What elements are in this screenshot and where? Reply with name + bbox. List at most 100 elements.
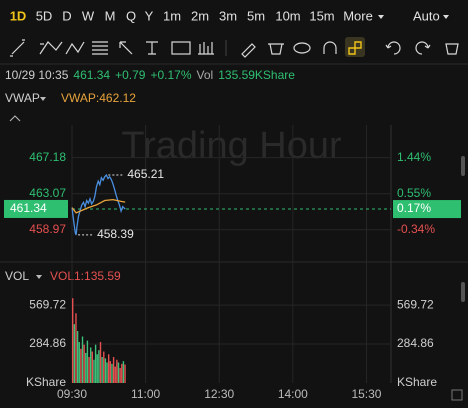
tool-label[interactable] xyxy=(171,41,191,55)
scroll-handle[interactable] xyxy=(461,156,465,176)
tool-arrow[interactable] xyxy=(119,41,133,55)
timeframe[interactable]: More xyxy=(343,8,373,23)
scale-mode[interactable]: Auto xyxy=(413,8,440,23)
volume-bar xyxy=(83,344,85,383)
vwap-legend: VWAP:462.12 xyxy=(61,91,136,105)
volume-bar xyxy=(94,344,97,383)
y2-tick-label: 284.86 xyxy=(397,336,434,350)
volume-bar xyxy=(76,331,79,383)
tool-redo[interactable] xyxy=(415,41,431,55)
y-tick-label: 467.18 xyxy=(29,150,66,164)
volume-bar xyxy=(121,363,123,383)
scroll-handle[interactable] xyxy=(461,282,465,302)
timeframe[interactable]: 2m xyxy=(191,8,209,23)
timeframe[interactable]: W xyxy=(82,8,95,23)
volume-bar xyxy=(104,358,107,383)
tool-magnet[interactable] xyxy=(323,41,337,54)
last-pct-box xyxy=(393,200,461,219)
timeframe[interactable]: 10m xyxy=(275,8,300,23)
volume-bar xyxy=(78,341,80,383)
last-price-label: 461.34 xyxy=(10,201,47,215)
unit-label: KShare xyxy=(26,375,66,389)
tool-fib[interactable] xyxy=(92,41,108,55)
quote-volume: 135.59KShare xyxy=(218,68,295,82)
price-line xyxy=(71,173,126,236)
volume-bar xyxy=(106,362,108,383)
volume-bar xyxy=(109,361,112,383)
tool-pattern[interactable] xyxy=(65,41,85,55)
last-pct-label: 0.17% xyxy=(397,201,431,215)
volume-bar xyxy=(73,324,76,383)
y2-tick-label: -0.34% xyxy=(397,222,435,236)
timeframe[interactable]: Y xyxy=(145,8,154,23)
volume-bar xyxy=(89,347,92,383)
y-tick-label: 458.97 xyxy=(29,222,66,236)
tool-trend[interactable] xyxy=(39,41,63,55)
quote-time: 10/29 10:35 xyxy=(5,68,69,82)
tool-line[interactable] xyxy=(10,39,25,57)
volume-bar xyxy=(119,367,121,383)
volume-bar xyxy=(99,341,102,383)
x-tick-label: 11:00 xyxy=(131,387,160,401)
quote-change: +0.79 xyxy=(115,68,146,82)
y-tick-label: 569.72 xyxy=(29,297,66,311)
volume-bar xyxy=(88,357,90,383)
timeframe[interactable]: 3m xyxy=(219,8,237,23)
volume-bar xyxy=(96,354,98,383)
volume-bar xyxy=(111,363,113,383)
volume-bar xyxy=(93,359,95,383)
dropdown-caret[interactable] xyxy=(36,275,42,279)
y-tick-label: 284.86 xyxy=(29,336,66,350)
volume-bar xyxy=(124,364,126,383)
x-tick-label: 12:30 xyxy=(204,387,234,401)
quote-change-pct: +0.17% xyxy=(150,68,191,82)
timeframe[interactable]: D xyxy=(62,8,71,23)
tool-delete[interactable] xyxy=(268,43,284,55)
volume-bar xyxy=(80,348,82,383)
tool-text[interactable] xyxy=(146,41,158,55)
settings-icon[interactable] xyxy=(451,389,463,401)
x-tick-label: 15:30 xyxy=(351,387,381,401)
tool-link[interactable] xyxy=(348,41,362,55)
x-tick-label: 14:00 xyxy=(278,387,308,401)
annotation-label: 458.39 xyxy=(97,227,134,241)
vwap-line xyxy=(71,198,126,214)
vol-legend: VOL1:135.59 xyxy=(50,269,121,283)
dropdown-caret[interactable] xyxy=(40,97,46,101)
vwap-indicator[interactable]: VWAP xyxy=(5,91,40,105)
timeframe[interactable]: 1D xyxy=(10,8,27,23)
y2-tick-label: 0.55% xyxy=(397,186,431,200)
quote-price: 461.34 xyxy=(73,68,110,82)
timeframe[interactable]: Q xyxy=(126,8,136,23)
volume-bar xyxy=(122,361,125,383)
dropdown-caret[interactable] xyxy=(443,15,449,19)
volume-bar xyxy=(103,351,105,383)
tool-clear[interactable] xyxy=(445,43,459,55)
collapse-icon[interactable] xyxy=(9,115,21,122)
timeframe[interactable]: 5m xyxy=(247,8,265,23)
unit-label: KShare xyxy=(397,375,437,389)
y-tick-label: 463.07 xyxy=(29,186,66,200)
timeframe[interactable]: 1m xyxy=(163,8,181,23)
timeframe[interactable]: 15m xyxy=(309,8,334,23)
dropdown-caret[interactable] xyxy=(378,15,384,19)
vol-indicator[interactable]: VOL xyxy=(5,269,29,283)
volume-bar xyxy=(107,354,110,383)
volume-bar xyxy=(85,352,87,383)
tool-bars[interactable] xyxy=(198,42,214,55)
tool-pen[interactable] xyxy=(241,43,256,58)
quote-vol-label: Vol xyxy=(197,68,214,82)
volume-bar xyxy=(117,362,120,383)
x-tick-label: 09:30 xyxy=(57,387,87,401)
tool-visibility[interactable] xyxy=(293,42,311,54)
volume-bar xyxy=(112,357,115,383)
tool-undo[interactable] xyxy=(385,41,401,55)
watermark: Trading Hour xyxy=(121,125,342,167)
drawing-toolbar xyxy=(10,37,459,58)
timeframe[interactable]: M xyxy=(105,8,116,23)
annotation-label: 465.21 xyxy=(127,167,164,181)
timeframe[interactable]: 5D xyxy=(36,8,53,23)
volume-bar xyxy=(91,351,94,383)
volume-bar xyxy=(86,340,89,383)
